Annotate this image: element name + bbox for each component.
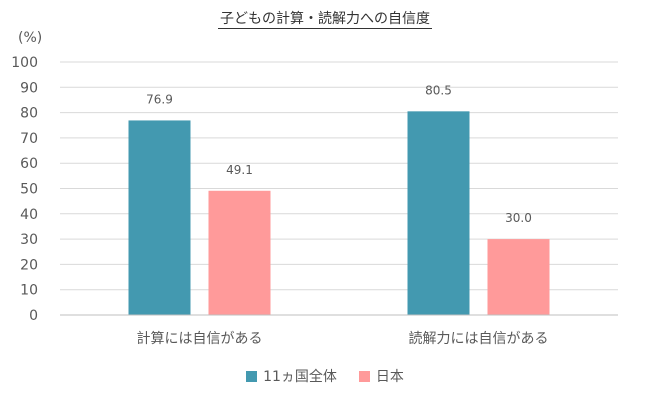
data-label-japan-1: 30.0 [505, 211, 532, 225]
y-tick-label-100: 100 [11, 55, 38, 71]
data-label-overall-0: 76.9 [146, 92, 173, 106]
y-tick-label-0: 0 [29, 308, 38, 324]
x-category-label-1: 読解力には自信がある [409, 330, 549, 347]
y-tick-label-80: 80 [20, 106, 38, 122]
y-tick-label-60: 60 [20, 156, 38, 172]
legend-label-japan: 日本 [375, 369, 404, 385]
y-tick-label-90: 90 [20, 80, 38, 96]
y-tick-label-30: 30 [20, 232, 38, 248]
legend-swatch-overall [246, 370, 258, 382]
bar-overall-1 [407, 111, 470, 316]
y-tick-label-70: 70 [20, 131, 38, 147]
legend-item-japan: 日本 [358, 366, 404, 386]
y-tick-label-40: 40 [20, 207, 38, 223]
y-tick-label-10: 10 [20, 283, 38, 299]
legend-item-overall: 11ヵ国全体 [246, 366, 337, 386]
y-tick-label-20: 20 [20, 257, 38, 273]
legend: 11ヵ国全体 日本 [0, 366, 650, 386]
y-tick-label-50: 50 [20, 182, 38, 198]
legend-swatch-japan [358, 370, 370, 382]
x-category-label-0: 計算には自信がある [137, 331, 263, 347]
chart-title: 子どもの計算・読解力への自信度 [218, 11, 432, 29]
bar-japan-0 [208, 190, 271, 315]
data-label-japan-0: 49.1 [226, 163, 253, 177]
bar-overall-0 [128, 120, 191, 316]
data-label-overall-1: 80.5 [425, 83, 452, 97]
y-axis-unit: (%) [18, 30, 43, 46]
bar-japan-1 [487, 239, 550, 315]
legend-label-overall: 11ヵ国全体 [263, 369, 337, 385]
